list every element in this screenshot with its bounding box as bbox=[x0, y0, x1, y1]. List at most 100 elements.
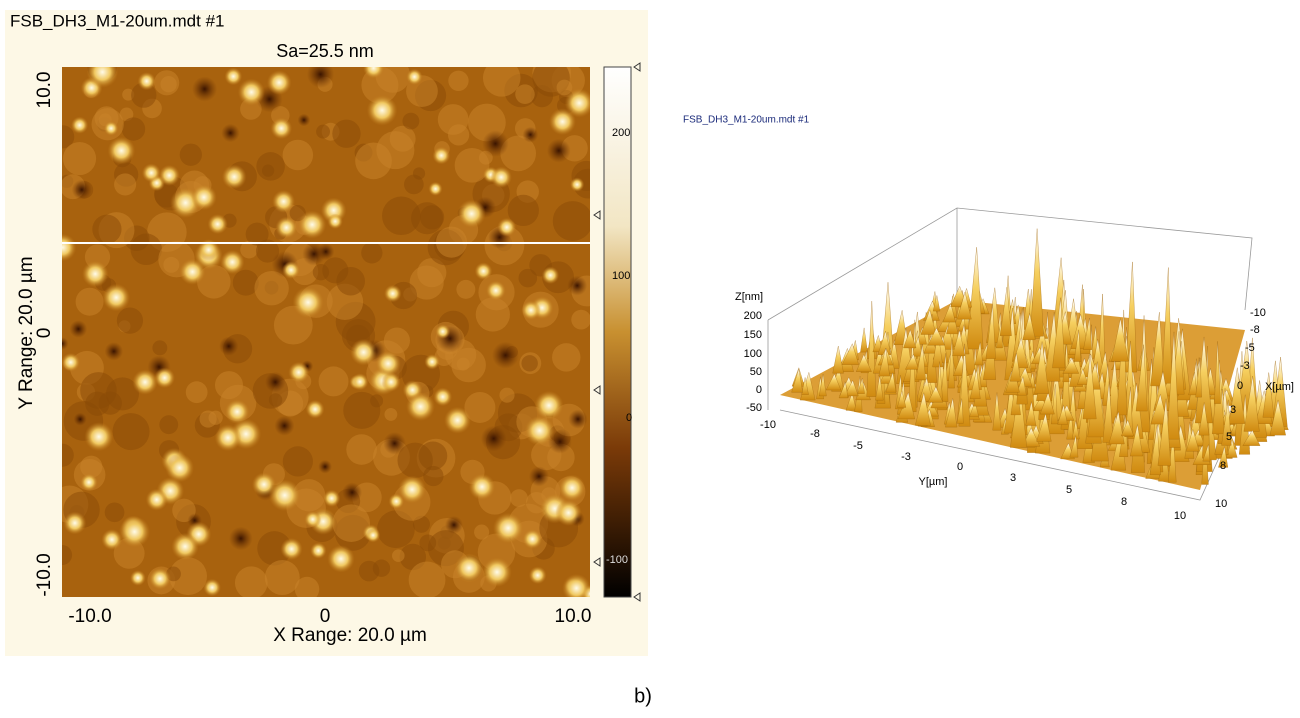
grain bbox=[141, 163, 161, 183]
grain bbox=[62, 352, 81, 372]
spike bbox=[897, 390, 907, 408]
grain bbox=[298, 210, 327, 239]
texture bbox=[159, 415, 179, 435]
grain bbox=[528, 566, 547, 585]
spike bbox=[1111, 318, 1129, 362]
spike bbox=[819, 373, 827, 397]
pit bbox=[221, 123, 240, 143]
y3d-tick: 8 bbox=[1121, 496, 1127, 508]
colorbar-marker bbox=[633, 592, 641, 602]
grain bbox=[84, 422, 114, 452]
spike bbox=[932, 295, 941, 312]
spike bbox=[1188, 372, 1198, 396]
spike bbox=[999, 287, 1012, 336]
spike bbox=[952, 330, 966, 356]
z-tick: 150 bbox=[744, 329, 762, 341]
texture bbox=[361, 242, 383, 264]
spike bbox=[1121, 419, 1135, 437]
plot3d-title: FSB_DH3_M1-20um.mdt #1 bbox=[683, 115, 810, 126]
grain bbox=[103, 121, 119, 136]
texture bbox=[255, 239, 280, 263]
texture bbox=[104, 502, 125, 523]
grain bbox=[288, 361, 310, 383]
spike bbox=[1066, 412, 1074, 440]
texture bbox=[510, 489, 528, 508]
spike bbox=[920, 309, 937, 335]
grain bbox=[327, 545, 355, 573]
spike bbox=[875, 375, 884, 401]
colorbar-tick: -100 bbox=[606, 554, 628, 566]
grain bbox=[534, 390, 564, 421]
x3d-tick: 8 bbox=[1220, 460, 1226, 472]
spike bbox=[855, 354, 872, 372]
grain bbox=[384, 284, 402, 303]
grain bbox=[63, 511, 87, 535]
pit bbox=[482, 130, 509, 157]
grain bbox=[435, 324, 451, 339]
x3d-tick: 0 bbox=[1237, 380, 1243, 392]
colorbar-tick: 0 bbox=[626, 412, 632, 424]
texture bbox=[382, 196, 421, 236]
file-title: FSB_DH3_M1-20um.mdt #1 bbox=[10, 11, 224, 30]
spike bbox=[1214, 341, 1221, 404]
grain bbox=[214, 424, 242, 452]
pit bbox=[528, 466, 550, 487]
texture bbox=[282, 446, 313, 477]
grain bbox=[424, 354, 440, 370]
spike bbox=[905, 353, 919, 370]
spike bbox=[1168, 431, 1177, 483]
pit bbox=[568, 409, 588, 429]
spike bbox=[1022, 313, 1036, 340]
colorbar-marker bbox=[593, 557, 601, 567]
grain bbox=[80, 473, 98, 492]
spike bbox=[1009, 352, 1021, 382]
grain bbox=[564, 88, 590, 118]
x3d-tick: 3 bbox=[1230, 404, 1236, 416]
caption: b) bbox=[634, 685, 652, 707]
spike bbox=[915, 344, 926, 381]
pit bbox=[265, 371, 286, 393]
grain bbox=[154, 367, 176, 389]
spike bbox=[1221, 399, 1232, 446]
spike bbox=[1052, 297, 1066, 369]
spike bbox=[1149, 425, 1161, 476]
pit bbox=[192, 76, 218, 102]
texture bbox=[336, 266, 365, 296]
grain bbox=[132, 369, 158, 395]
texture bbox=[112, 413, 150, 451]
afm-image bbox=[62, 67, 590, 597]
spike bbox=[1082, 353, 1097, 420]
texture bbox=[417, 258, 447, 288]
grain bbox=[327, 213, 343, 230]
spike bbox=[832, 345, 844, 374]
texture bbox=[571, 309, 590, 330]
grain bbox=[443, 406, 472, 434]
texture bbox=[355, 142, 392, 180]
grain bbox=[191, 184, 217, 211]
grain bbox=[118, 516, 151, 548]
texture bbox=[264, 560, 300, 596]
grain bbox=[388, 493, 405, 510]
grain bbox=[398, 475, 426, 504]
spike bbox=[1108, 411, 1125, 445]
texture bbox=[122, 88, 135, 101]
spike bbox=[1039, 391, 1055, 415]
grain bbox=[490, 166, 512, 188]
spike bbox=[1010, 382, 1027, 448]
texture bbox=[500, 135, 537, 172]
texture bbox=[119, 107, 134, 122]
spike bbox=[1262, 372, 1275, 418]
grain bbox=[406, 68, 423, 85]
texture bbox=[412, 515, 430, 533]
grain bbox=[179, 258, 206, 285]
pit bbox=[274, 415, 295, 436]
spike bbox=[1228, 367, 1246, 424]
spike bbox=[1157, 398, 1171, 466]
x3d-tick: -5 bbox=[1245, 342, 1255, 354]
spike bbox=[1022, 427, 1041, 447]
texture bbox=[75, 287, 104, 316]
texture bbox=[114, 173, 137, 196]
texture bbox=[556, 79, 573, 96]
